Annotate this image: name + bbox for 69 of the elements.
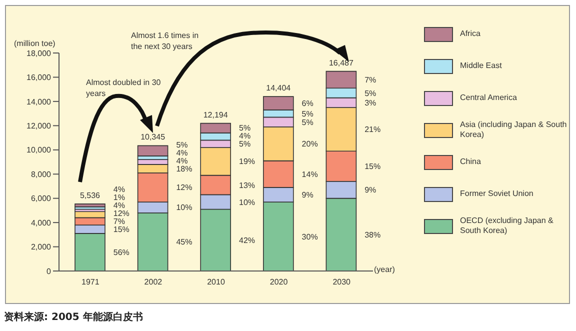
annotation: 5% <box>239 140 251 149</box>
legend-label: Central America <box>460 93 518 103</box>
y-tick-label: 6,000 <box>30 194 52 204</box>
total-label: 14,404 <box>266 84 292 93</box>
total-label: 5,536 <box>80 190 101 200</box>
annotation: 4% <box>113 201 125 210</box>
legend-label: Middle East <box>460 61 503 71</box>
y-tick-label: 12,000 <box>26 122 52 131</box>
text: Almost 1.6 times in the next 30 years <box>131 30 200 52</box>
bar <box>137 145 168 156</box>
annotation: 30% <box>302 232 318 242</box>
text: 资料来源: 2005 年能源白皮书 <box>4 310 143 324</box>
annotation: 12% <box>113 209 130 218</box>
y-tick-label: 10,000 <box>26 146 52 155</box>
annotation: 18% <box>176 164 192 174</box>
annotation: 4% <box>239 132 251 141</box>
annotation: 1% <box>113 193 125 202</box>
annotation: 10% <box>176 203 192 212</box>
legend-label: Asia (including Japan & South Korea) <box>460 120 568 140</box>
annotation: 4% <box>176 156 188 166</box>
annotation: 15% <box>113 225 130 234</box>
annotation: 14% <box>302 170 318 179</box>
annotation: 5% <box>176 140 188 150</box>
x-tick-label: 1971 <box>82 278 100 287</box>
annotation: 5% <box>302 109 314 118</box>
annotation: 10% <box>239 198 256 207</box>
annotation: 3% <box>364 98 376 108</box>
legend-label: Africa <box>460 29 482 39</box>
legend-label: China <box>460 157 482 167</box>
annotation: 7% <box>364 76 376 85</box>
x-axis-title: (year) <box>374 265 395 274</box>
annotation: 20% <box>302 140 318 149</box>
y-tick-label: 0 <box>46 266 52 276</box>
total-label: 12,194 <box>203 110 228 120</box>
annotation: 19% <box>239 157 256 166</box>
y-tick-label: 14,000 <box>26 97 52 106</box>
y-tick-label: 4,000 <box>30 218 52 228</box>
annotation: 42% <box>239 236 256 245</box>
total-label: 16,487 <box>328 58 354 68</box>
annotation: 9% <box>364 186 376 195</box>
y-tick-label: 18,000 <box>26 48 52 58</box>
x-tick-label: 2030 <box>332 278 352 287</box>
bar <box>74 204 106 208</box>
y-axis-title: (million toe) <box>14 39 56 48</box>
y-tick-label: 2,000 <box>30 242 52 252</box>
annotation: 13% <box>239 180 256 190</box>
annotation: 6% <box>302 99 314 108</box>
annotation: 45% <box>176 238 192 247</box>
legend-label: Former Soviet Union <box>460 189 534 199</box>
x-tick-label: 2002 <box>144 278 163 287</box>
y-tick-label: 8,000 <box>30 170 52 179</box>
x-tick-label: 2020 <box>270 278 288 287</box>
annotation: Almost doubled in 30 years <box>86 77 161 99</box>
legend-label: OECD (excluding Japan & South Korea) <box>460 216 554 236</box>
total-label: 10,345 <box>140 132 166 142</box>
annotation: 15% <box>364 162 381 172</box>
annotation: 21% <box>364 125 381 134</box>
annotation: 4% <box>176 148 188 158</box>
annotation: 38% <box>364 230 381 240</box>
annotation: 5% <box>239 124 251 133</box>
annotation: 9% <box>302 190 314 200</box>
x-tick-label: 2010 <box>207 278 226 287</box>
annotation: 56% <box>113 248 130 258</box>
annotation: 5% <box>364 88 376 98</box>
annotation: 4% <box>113 185 125 194</box>
y-tick-label: 16,000 <box>26 73 52 82</box>
annotation: 12% <box>176 183 192 192</box>
annotation: 5% <box>302 118 314 127</box>
annotation: 7% <box>113 217 125 226</box>
